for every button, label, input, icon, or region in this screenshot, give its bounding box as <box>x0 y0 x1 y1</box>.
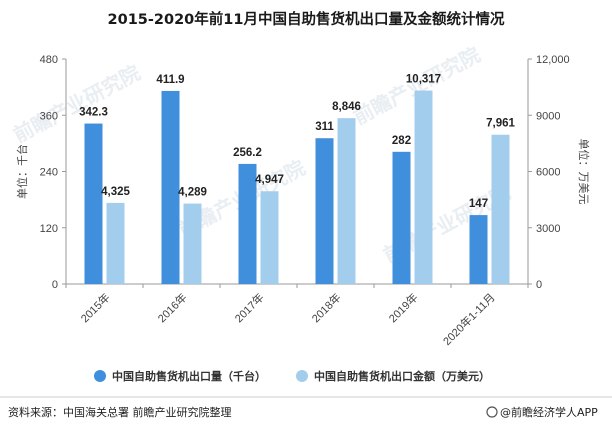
bar-export-amount <box>491 134 510 284</box>
bar-export-volume <box>392 151 411 284</box>
data-label-export-amount: 4,325 <box>101 186 130 198</box>
bar-export-amount <box>183 203 202 284</box>
data-label-export-amount: 10,317 <box>406 74 441 86</box>
legend-swatch <box>94 370 106 382</box>
footer-source: 资料来源：中国海关总署 前瞻产业研究院整理 <box>8 405 232 419</box>
chart-title: 2015-2020年前11月中国自助售货机出口量及金额统计情况 <box>108 10 505 28</box>
brand-logo-icon <box>486 406 498 418</box>
y-right-tick-label: 12,000 <box>536 54 570 66</box>
y-right-tick-label: 6000 <box>536 167 560 179</box>
data-label-export-amount: 4,289 <box>178 187 207 199</box>
bar-export-volume <box>238 163 257 284</box>
data-label-export-amount: 7,961 <box>486 118 515 130</box>
legend-swatch <box>296 370 308 382</box>
y-right-tick-label: 3000 <box>536 223 560 235</box>
data-label-export-volume: 147 <box>469 198 488 210</box>
legend-label: 中国自助售货机出口金额（万美元） <box>314 369 490 383</box>
legend-label: 中国自助售货机出口量（千台） <box>112 369 266 383</box>
x-tick-label: 2019年 <box>386 290 421 325</box>
y-right-tick-label: 9000 <box>536 110 560 122</box>
data-label-export-amount: 8,846 <box>332 101 361 113</box>
axes: 0 120 240 360 480 0 3000 6000 9000 12,000 单位：千台 单位：… <box>15 54 591 348</box>
x-tick-label: 2016年 <box>155 290 190 325</box>
y-right-tick-label: 0 <box>536 279 542 291</box>
bar-export-volume <box>315 138 334 284</box>
bar-export-amount <box>337 118 356 284</box>
data-label-export-volume: 342.3 <box>79 107 108 119</box>
y-left-tick-label: 120 <box>40 223 58 235</box>
legend: 中国自助售货机出口量（千台） 中国自助售货机出口金额（万美元） <box>94 369 490 383</box>
y-left-tick-label: 0 <box>52 279 58 291</box>
data-labels: 342.3 4,325 411.9 4,289 256.2 4,947 311 8,846 28… <box>79 74 515 211</box>
bars <box>84 90 510 285</box>
watermark-text: 前瞻产业研究院 <box>9 60 144 147</box>
data-label-export-volume: 411.9 <box>156 74 184 86</box>
x-tick-label: 2018年 <box>309 290 344 325</box>
bar-export-volume <box>84 123 103 284</box>
data-label-export-amount: 4,947 <box>255 174 284 186</box>
y-left-tick-label: 240 <box>40 167 58 179</box>
bar-export-amount <box>260 191 279 284</box>
bar-export-volume <box>469 215 488 284</box>
footer-brand-text: @前瞻经济学人APP <box>500 405 598 419</box>
bar-export-amount <box>414 90 433 285</box>
bar-export-amount <box>106 202 125 284</box>
x-tick-label: 2015年 <box>78 290 113 325</box>
y-right-axis-title: 单位：万美元 <box>577 139 591 205</box>
footer-brand: @前瞻经济学人APP <box>486 405 598 419</box>
data-label-export-volume: 282 <box>392 135 411 147</box>
y-left-tick-label: 360 <box>40 110 58 122</box>
y-left-tick-label: 480 <box>40 54 58 66</box>
y-left-axis-title: 单位：千台 <box>15 144 29 199</box>
bar-export-volume <box>161 90 180 284</box>
data-label-export-volume: 256.2 <box>233 147 262 159</box>
x-tick-label: 2020年1-11月 <box>440 290 498 348</box>
x-tick-label: 2017年 <box>232 290 267 325</box>
data-label-export-volume: 311 <box>315 121 334 133</box>
